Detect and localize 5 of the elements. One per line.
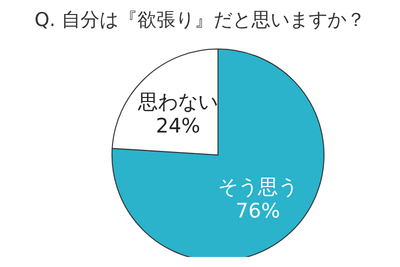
data-label: 24% bbox=[156, 114, 200, 138]
chart-title: Q. 自分は『欲張り』だと思いますか？ bbox=[33, 8, 367, 32]
data-label: 76% bbox=[236, 198, 280, 222]
slice-label: 思わない bbox=[137, 90, 218, 114]
slice-label: そう思う bbox=[218, 174, 298, 198]
